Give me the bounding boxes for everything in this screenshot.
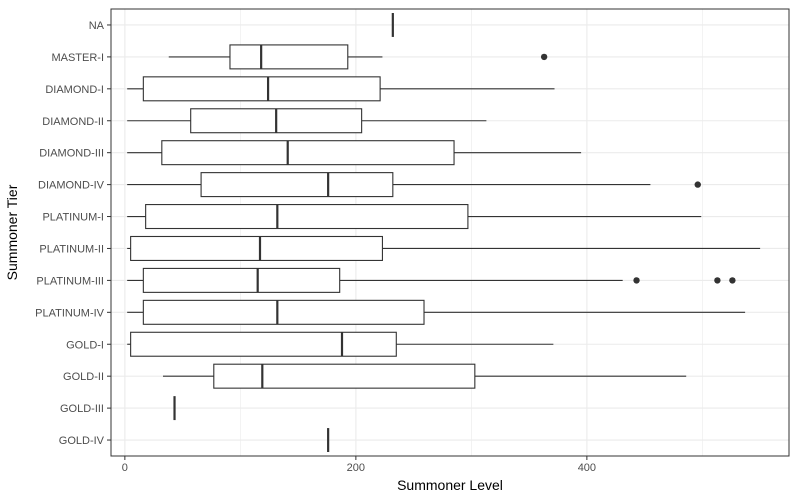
outlier-point: [633, 277, 640, 284]
boxplot-gold-i: [127, 331, 554, 357]
outlier-point: [714, 277, 721, 284]
y-tick-label: PLATINUM-I: [42, 212, 104, 224]
y-tick-label: DIAMOND-III: [39, 148, 104, 160]
iqr-box: [142, 267, 341, 293]
y-tick-label: DIAMOND-IV: [38, 180, 105, 192]
iqr-box: [161, 140, 455, 166]
y-tick-label: DIAMOND-II: [42, 116, 104, 128]
y-axis-title: Summoner Tier: [4, 184, 20, 280]
iqr-box: [142, 76, 381, 102]
y-tick-label: GOLD-IV: [59, 435, 105, 447]
iqr-box: [200, 172, 394, 198]
iqr-box: [130, 331, 397, 357]
boxplot-platinum-iv: [127, 299, 746, 325]
iqr-box: [229, 44, 349, 70]
panel-border: [110, 8, 790, 457]
x-tick-label: 200: [347, 462, 365, 474]
y-tick-label: NA: [89, 20, 105, 32]
outlier-point: [540, 53, 548, 61]
y-tick-label: GOLD-II: [63, 371, 104, 383]
iqr-box: [213, 363, 476, 389]
y-tick-label: PLATINUM-III: [36, 275, 104, 287]
boxplot-platinum-i: [127, 204, 702, 230]
iqr-box: [145, 204, 469, 230]
boxplot-master-i: [168, 44, 548, 70]
x-tick-label: 400: [578, 462, 596, 474]
boxplot-layer: [127, 12, 761, 453]
boxplot-gold-ii: [162, 363, 687, 389]
boxplot-diamond-iv: [127, 172, 701, 198]
y-tick-label: GOLD-III: [60, 403, 104, 415]
boxplot-diamond-iii: [127, 140, 582, 166]
boxplot-platinum-iii: [127, 267, 736, 293]
iqr-box: [142, 299, 425, 325]
x-tick-label: 0: [122, 462, 128, 474]
x-axis-title: Summoner Level: [397, 477, 503, 493]
boxplot-diamond-ii: [127, 108, 487, 134]
y-tick-label: DIAMOND-I: [45, 84, 104, 96]
y-tick-label: GOLD-I: [66, 339, 104, 351]
outlier-point: [694, 181, 701, 188]
boxplot-platinum-ii: [127, 235, 761, 261]
iqr-box: [130, 235, 383, 261]
boxplot-diamond-i: [127, 76, 555, 102]
y-tick-label: MASTER-I: [51, 52, 104, 64]
y-tick-label: PLATINUM-IV: [35, 307, 105, 319]
axes: 0 200 400 NA MASTER-I DIAMOND-I DIAMOND-II DIAM…: [35, 20, 596, 474]
outlier-point: [729, 277, 736, 284]
y-tick-label: PLATINUM-II: [39, 243, 104, 255]
